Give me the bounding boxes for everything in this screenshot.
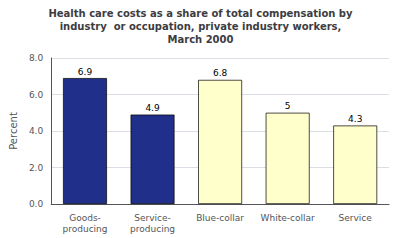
svg-text:Goods-: Goods- [69,213,101,223]
svg-text:producing: producing [62,224,107,234]
svg-text:6.8: 6.8 [213,68,228,78]
svg-text:6.9: 6.9 [78,67,93,77]
svg-text:White-collar: White-collar [261,213,315,223]
svg-text:4.9: 4.9 [145,103,160,113]
svg-text:Health care costs as a share o: Health care costs as a share of total co… [48,8,353,19]
svg-text:5: 5 [285,101,291,111]
svg-text:4.3: 4.3 [348,114,362,124]
svg-text:Service-: Service- [134,213,171,223]
svg-text:4.0: 4.0 [29,126,44,136]
svg-text:industry or occupation, priva: industry or occupation, private industry… [60,21,342,32]
svg-text:March 2000: March 2000 [168,34,234,45]
svg-text:8.0: 8.0 [29,53,44,63]
svg-text:Percent: Percent [8,112,19,150]
svg-text:Blue-collar: Blue-collar [196,213,244,223]
svg-text:2.0: 2.0 [29,163,44,173]
svg-text:6.0: 6.0 [29,90,44,100]
svg-text:producing: producing [130,224,175,234]
svg-text:Service: Service [339,213,373,223]
svg-text:0.0: 0.0 [29,199,44,209]
